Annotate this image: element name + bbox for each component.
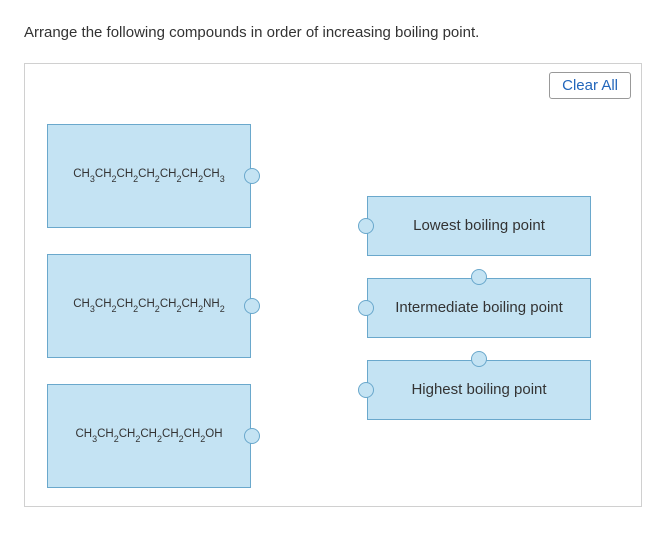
compound-formula: CH3CH2CH2CH2CH2CH2NH2 — [73, 299, 224, 312]
drop-handle-icon[interactable] — [358, 300, 374, 316]
clear-all-button[interactable]: Clear All — [549, 72, 631, 99]
target-label: Highest boiling point — [411, 380, 546, 400]
target-slot-intermediate[interactable]: Intermediate boiling point — [367, 278, 591, 338]
target-label: Lowest boiling point — [413, 216, 545, 236]
question-text: Arrange the following compounds in order… — [24, 24, 642, 41]
drop-handle-icon[interactable] — [471, 351, 487, 367]
compound-card[interactable]: CH3CH2CH2CH2CH2CH2OH — [47, 384, 251, 488]
target-slot-highest[interactable]: Highest boiling point — [367, 360, 591, 420]
question-container: Arrange the following compounds in order… — [24, 24, 642, 507]
drop-handle-icon[interactable] — [471, 269, 487, 285]
compound-formula: CH3CH2CH2CH2CH2CH2CH3 — [73, 169, 224, 182]
target-slot-lowest[interactable]: Lowest boiling point — [367, 196, 591, 256]
target-label: Intermediate boiling point — [395, 298, 563, 318]
drag-handle-icon[interactable] — [244, 428, 260, 444]
activity-area: Clear All CH3CH2CH2CH2CH2CH2CH3 CH3CH2CH… — [24, 63, 642, 507]
drop-handle-icon[interactable] — [358, 382, 374, 398]
drag-handle-icon[interactable] — [244, 298, 260, 314]
compound-formula: CH3CH2CH2CH2CH2CH2OH — [75, 429, 222, 442]
compound-card[interactable]: CH3CH2CH2CH2CH2CH2NH2 — [47, 254, 251, 358]
compound-card[interactable]: CH3CH2CH2CH2CH2CH2CH3 — [47, 124, 251, 228]
drop-handle-icon[interactable] — [358, 218, 374, 234]
drag-handle-icon[interactable] — [244, 168, 260, 184]
